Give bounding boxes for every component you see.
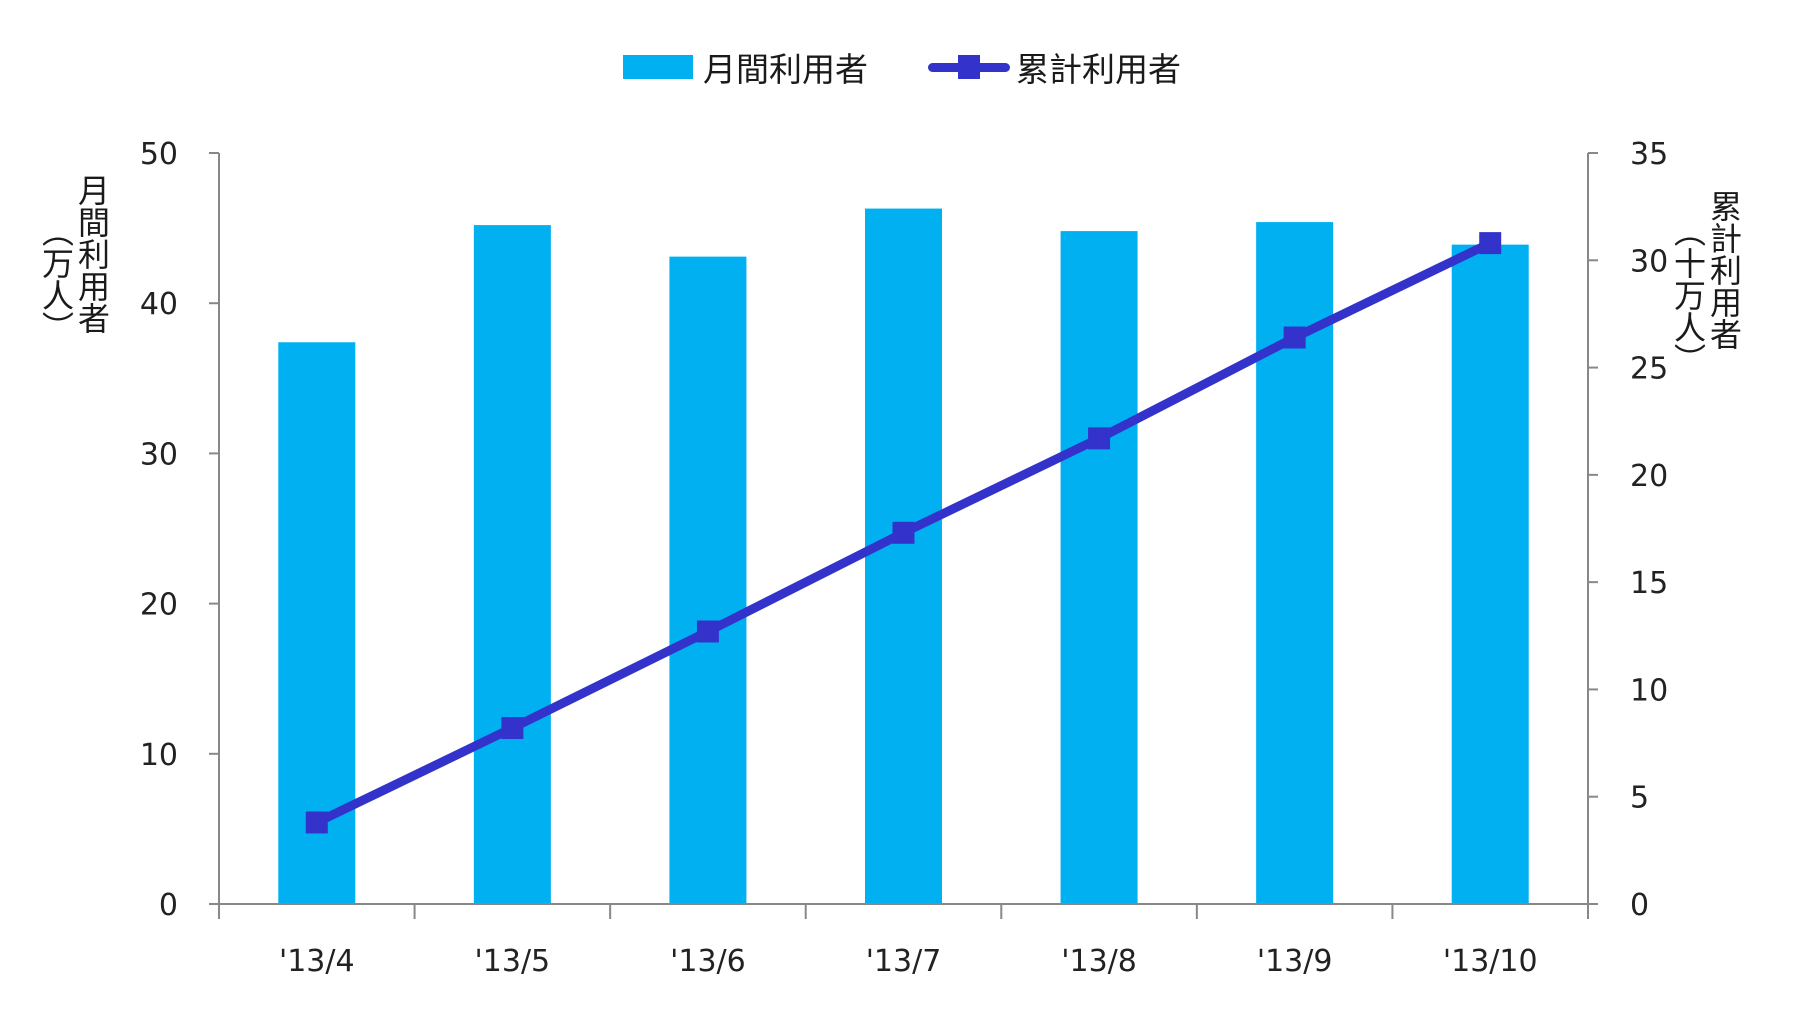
left-axis-title-text: 月間利用者	[73, 174, 111, 334]
line-series-cumulative-users	[305, 232, 1502, 834]
bar	[1060, 231, 1138, 904]
legend-label-monthly-users: 月間利用者	[703, 50, 868, 89]
square-marker-icon	[305, 811, 328, 834]
left-axis-tick-label: 40	[140, 287, 178, 322]
right-axis-title-text: 累計利用者	[1705, 190, 1743, 350]
right-axis-tick-label: 25	[1630, 352, 1668, 387]
x-axis-category-label: '13/6	[670, 944, 746, 979]
right-axis-unit: （十万人）	[1669, 215, 1707, 375]
left-axis-tick-label: 50	[140, 137, 178, 172]
bar	[669, 256, 747, 904]
right-axis-tick-label: 0	[1630, 888, 1649, 923]
right-axis-tick-label: 20	[1630, 459, 1668, 494]
square-marker-icon	[501, 717, 524, 740]
right-axis-tick-label: 15	[1630, 566, 1668, 601]
x-axis-category-label: '13/7	[866, 944, 942, 979]
left-axis-unit: （万人）	[37, 215, 75, 343]
bar-swatch-icon	[623, 55, 693, 79]
x-axis-category-label: '13/4	[279, 944, 355, 979]
chart-legend: 月間利用者 累計利用者	[0, 42, 1807, 92]
chart-axes	[209, 152, 1598, 919]
right-axis-tick-label: 30	[1630, 244, 1668, 279]
left-axis-tick-label: 30	[140, 437, 178, 472]
square-marker-icon	[1088, 427, 1111, 450]
bar	[865, 208, 942, 905]
bar	[1451, 244, 1529, 904]
x-axis-category-label: '13/10	[1443, 944, 1538, 979]
bar-series-monthly-users	[278, 208, 1529, 905]
square-marker-icon	[696, 620, 719, 643]
left-axis-title: 月間利用者 （万人）	[37, 165, 111, 343]
square-marker-icon	[892, 521, 915, 544]
square-marker-icon	[1479, 232, 1502, 255]
left-axis-tick-label: 0	[159, 888, 178, 923]
line-marker-swatch-icon	[928, 55, 1010, 79]
left-axis-tick-label: 10	[140, 738, 178, 773]
legend-item-monthly-users: 月間利用者	[623, 42, 868, 92]
x-axis-category-label: '13/8	[1061, 944, 1137, 979]
x-axis-category-label: '13/5	[475, 944, 551, 979]
axis-labels: 0 10 20 30 40 50 0 5 10 15 20 25 30 35 '13/4 '13/5 '13/6…	[140, 137, 1668, 979]
bar	[473, 225, 551, 904]
left-axis-tick-label: 20	[140, 588, 178, 623]
right-axis-tick-label: 35	[1630, 137, 1668, 172]
right-axis-tick-label: 10	[1630, 673, 1668, 708]
x-axis-category-label: '13/9	[1257, 944, 1333, 979]
legend-item-cumulative-users: 累計利用者	[928, 42, 1181, 92]
right-axis-tick-label: 5	[1630, 781, 1649, 816]
square-marker-icon	[1283, 326, 1306, 349]
right-axis-title: 累計利用者 （十万人）	[1669, 165, 1743, 375]
legend-label-cumulative-users: 累計利用者	[1016, 50, 1181, 89]
